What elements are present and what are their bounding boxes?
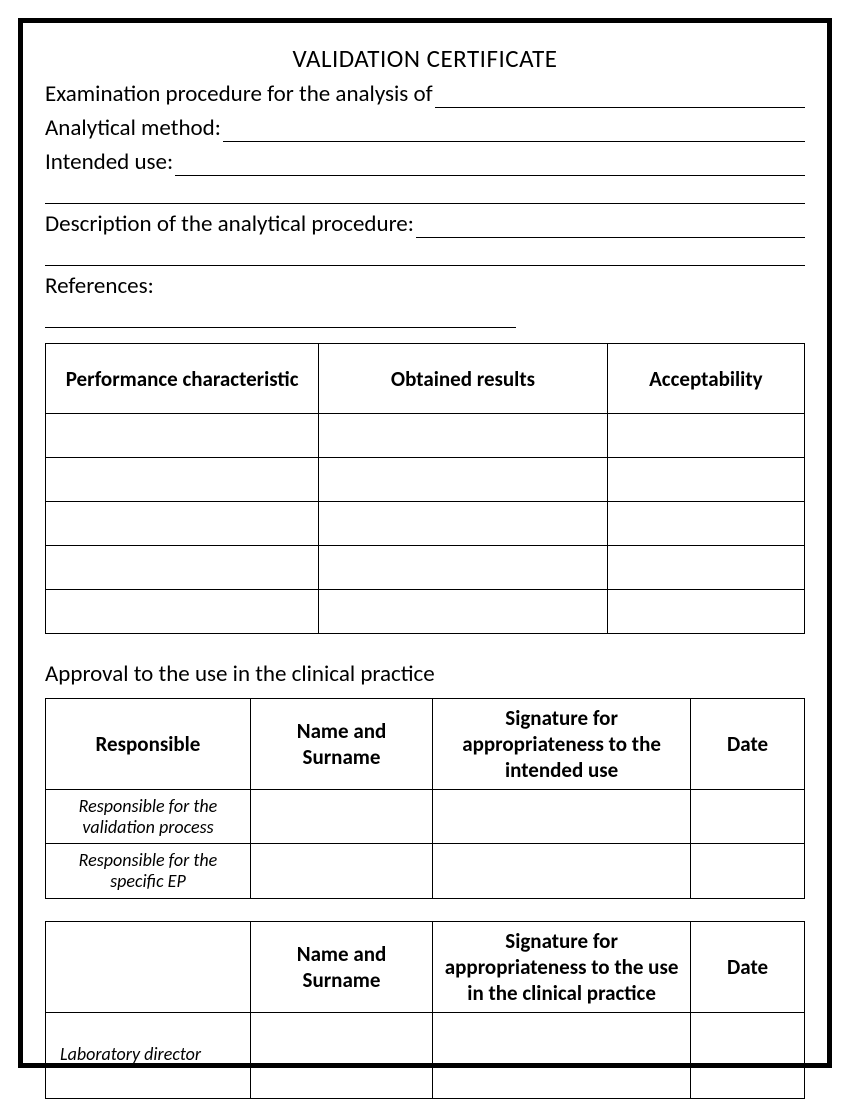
cell[interactable] — [46, 546, 319, 590]
cell[interactable] — [319, 546, 607, 590]
approval-label: Approval to the use in the clinical prac… — [45, 660, 805, 688]
label-exam-procedure: Examination procedure for the analysis o… — [45, 80, 433, 108]
field-exam-procedure: Examination procedure for the analysis o… — [45, 80, 805, 108]
cell[interactable] — [250, 1012, 432, 1098]
table-row: Responsible Name and Surname Signature f… — [46, 699, 805, 790]
table-row — [46, 502, 805, 546]
field-description: Description of the analytical procedure: — [45, 210, 805, 238]
cell[interactable] — [691, 1012, 805, 1098]
th-signature: Signature for appropriateness to the use… — [433, 921, 691, 1012]
th-performance: Performance characteristic — [46, 344, 319, 414]
cell[interactable] — [691, 844, 805, 898]
cell[interactable] — [250, 790, 432, 844]
blank-intended-use[interactable] — [175, 154, 805, 176]
cell[interactable] — [46, 502, 319, 546]
table-row: Responsible for the validation process — [46, 790, 805, 844]
cell[interactable] — [607, 458, 804, 502]
certificate-frame: VALIDATION CERTIFICATE Examination proce… — [18, 18, 832, 1068]
th-results: Obtained results — [319, 344, 607, 414]
th-name: Name and Surname — [250, 921, 432, 1012]
label-intended-use: Intended use: — [45, 148, 173, 176]
th-date: Date — [691, 921, 805, 1012]
cell[interactable] — [433, 790, 691, 844]
cell[interactable] — [319, 414, 607, 458]
row-specific-ep: Responsible for the specific EP — [46, 844, 251, 898]
director-table: Name and Surname Signature for appropria… — [45, 921, 805, 1099]
cell[interactable] — [607, 590, 804, 634]
th-signature: Signature for appropriateness to the int… — [433, 699, 691, 790]
cell[interactable] — [607, 414, 804, 458]
row-validation-process: Responsible for the validation process — [46, 790, 251, 844]
table-row: Performance characteristic Obtained resu… — [46, 344, 805, 414]
cell[interactable] — [319, 590, 607, 634]
field-analytical-method: Analytical method: — [45, 114, 805, 142]
title: VALIDATION CERTIFICATE — [45, 43, 805, 74]
cell[interactable] — [607, 502, 804, 546]
table-row: Laboratory director — [46, 1012, 805, 1098]
cell[interactable] — [319, 502, 607, 546]
table-row — [46, 414, 805, 458]
th-name: Name and Surname — [250, 699, 432, 790]
table-row — [46, 546, 805, 590]
blank-description-2[interactable] — [45, 244, 805, 266]
performance-table: Performance characteristic Obtained resu… — [45, 343, 805, 634]
cell[interactable] — [46, 458, 319, 502]
field-description-line2 — [45, 244, 805, 266]
table-row — [46, 458, 805, 502]
table-row — [46, 590, 805, 634]
blank-references[interactable] — [45, 306, 516, 328]
cell[interactable] — [691, 790, 805, 844]
label-references: References: — [45, 272, 154, 300]
approval-table: Responsible Name and Surname Signature f… — [45, 698, 805, 899]
row-lab-director: Laboratory director — [46, 1012, 251, 1098]
blank-exam-procedure[interactable] — [435, 86, 805, 108]
cell[interactable] — [607, 546, 804, 590]
label-analytical-method: Analytical method: — [45, 114, 221, 142]
table-row: Responsible for the specific EP — [46, 844, 805, 898]
page: VALIDATION CERTIFICATE Examination proce… — [0, 0, 850, 1086]
blank-analytical-method[interactable] — [223, 120, 805, 142]
field-references: References: — [45, 272, 805, 300]
cell[interactable] — [250, 844, 432, 898]
th-responsible: Responsible — [46, 699, 251, 790]
th-acceptability: Acceptability — [607, 344, 804, 414]
label-description: Description of the analytical procedure: — [45, 210, 414, 238]
table-row: Name and Surname Signature for appropria… — [46, 921, 805, 1012]
blank-description[interactable] — [416, 216, 805, 238]
blank-intended-use-2[interactable] — [45, 182, 805, 204]
cell[interactable] — [319, 458, 607, 502]
th-date: Date — [691, 699, 805, 790]
field-references-line — [45, 306, 805, 333]
field-intended-use-line2 — [45, 182, 805, 204]
cell[interactable] — [46, 414, 319, 458]
th-blank — [46, 921, 251, 1012]
cell[interactable] — [433, 1012, 691, 1098]
cell[interactable] — [46, 590, 319, 634]
field-intended-use: Intended use: — [45, 148, 805, 176]
cell[interactable] — [433, 844, 691, 898]
